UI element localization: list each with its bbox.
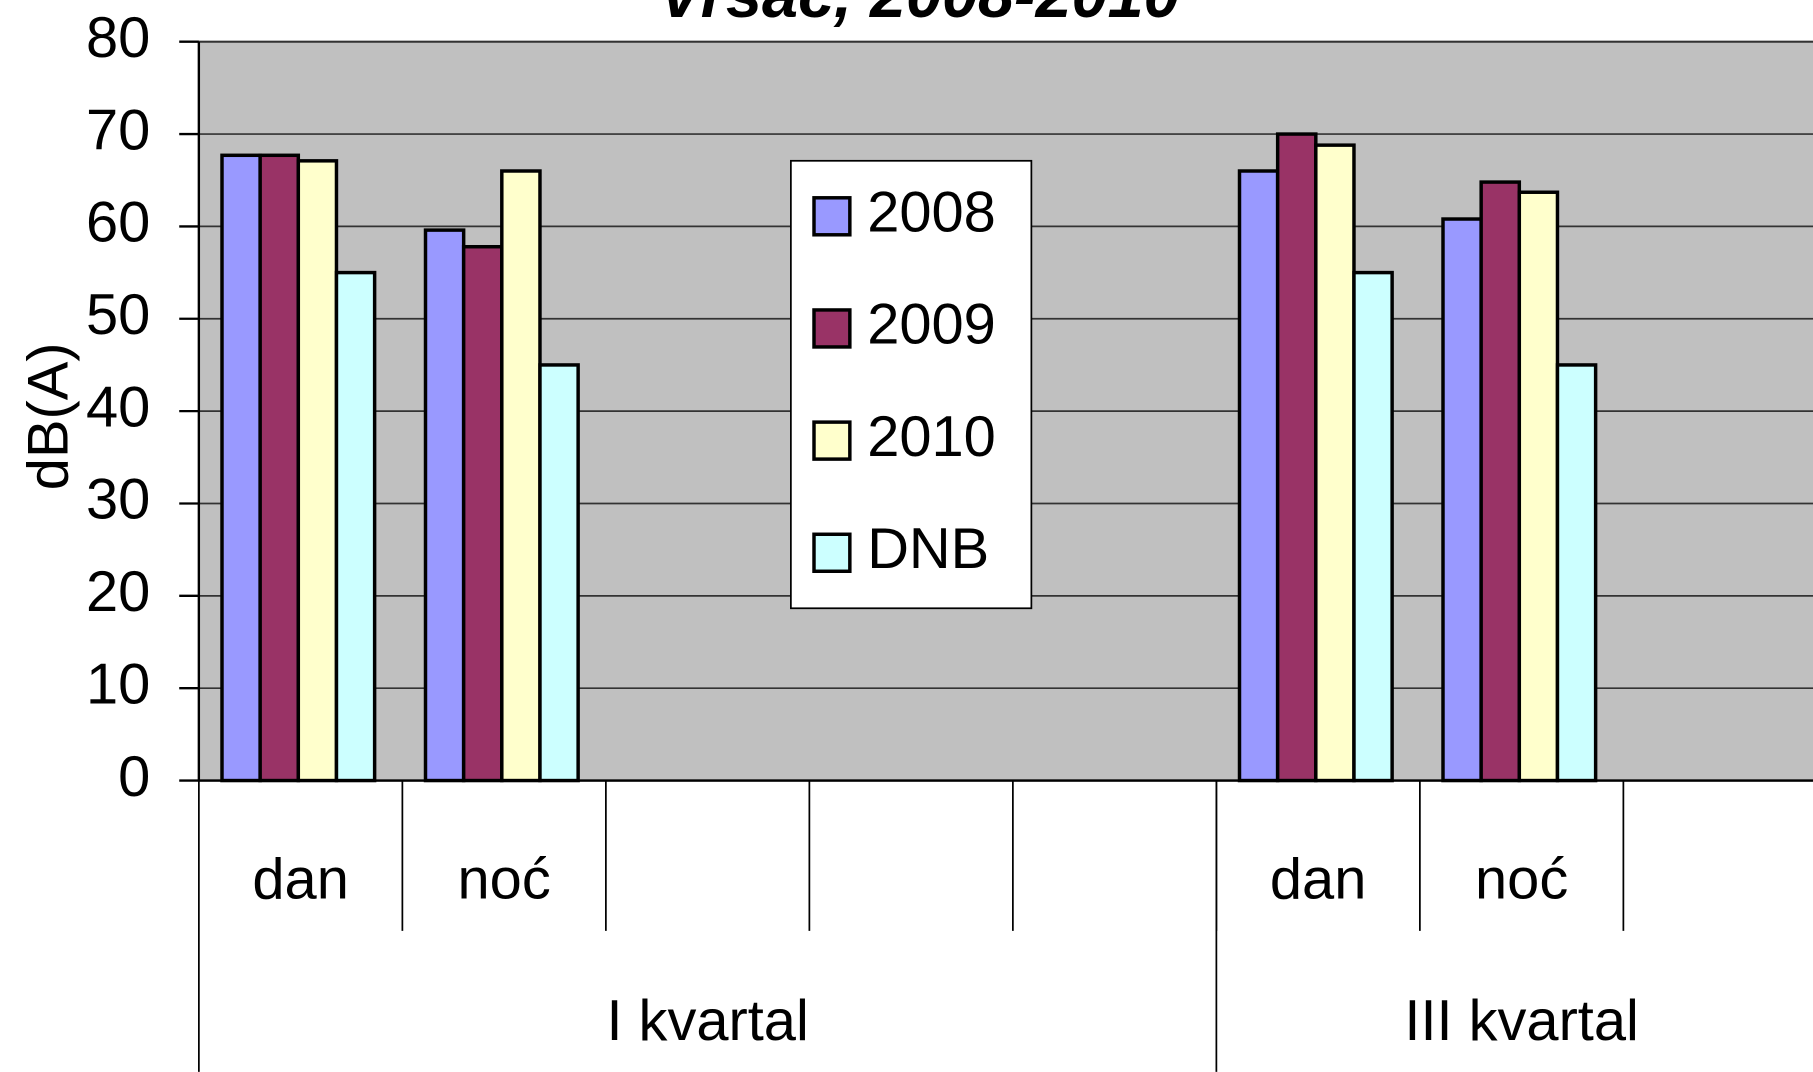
- x-tick-label: noć: [1475, 848, 1568, 912]
- bar: [1517, 190, 1560, 783]
- y-tick-label: 0: [118, 745, 150, 809]
- legend-label: 2010: [867, 405, 996, 469]
- bar: [334, 270, 377, 783]
- bar: [1314, 143, 1356, 783]
- bar: [500, 169, 542, 783]
- y-tick-label: 40: [86, 375, 150, 439]
- legend-label: DNB: [867, 517, 989, 581]
- bar: [296, 159, 339, 783]
- legend-swatch: [812, 308, 852, 349]
- x-tick-label: dan: [1270, 848, 1366, 912]
- bar: [1555, 363, 1598, 783]
- bar: [1441, 217, 1483, 783]
- group-label: III kvartal: [1404, 989, 1638, 1053]
- y-tick-label: 30: [86, 468, 150, 532]
- group-label: I kvartal: [606, 989, 808, 1053]
- legend-label: 2009: [867, 293, 996, 357]
- legend-swatch: [812, 532, 852, 573]
- x-tick-label: dan: [252, 848, 348, 912]
- y-axis-label: dB(A): [16, 342, 80, 490]
- y-tick-label: 70: [86, 98, 150, 162]
- y-tick-label: 60: [86, 191, 150, 255]
- legend-label: 2008: [867, 181, 996, 245]
- y-tick-label: 10: [86, 652, 150, 716]
- legend-swatch: [812, 196, 852, 237]
- y-tick-label: 50: [86, 283, 150, 347]
- bar: [1352, 270, 1394, 783]
- x-tick-label: noć: [458, 848, 551, 912]
- y-tick-label: 20: [86, 560, 150, 624]
- bar: [1275, 132, 1318, 783]
- bar: [423, 228, 466, 783]
- chart-title: Vršac, 2008-2010: [659, 0, 1180, 31]
- legend-swatch: [812, 420, 852, 461]
- bar: [258, 153, 301, 783]
- bar: [1237, 169, 1280, 783]
- bar: [1479, 180, 1522, 783]
- y-tick-label: 80: [86, 6, 150, 70]
- bar: [461, 244, 504, 783]
- bar: [220, 153, 262, 783]
- bar: [538, 363, 580, 783]
